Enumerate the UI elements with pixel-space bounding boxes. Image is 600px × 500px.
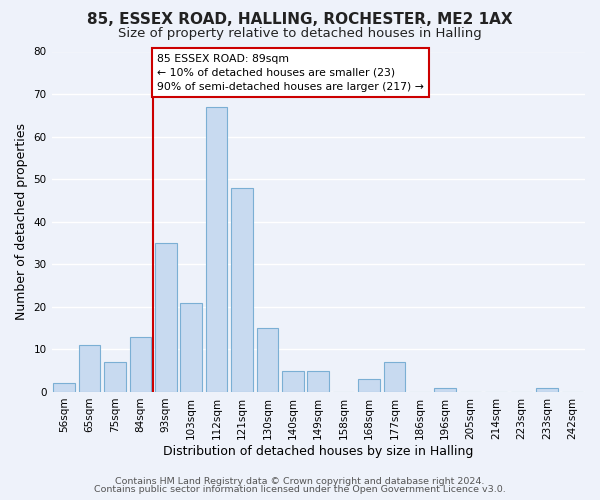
Bar: [181, 302, 202, 392]
Bar: [130, 336, 151, 392]
Bar: [434, 388, 456, 392]
Text: 85 ESSEX ROAD: 89sqm
← 10% of detached houses are smaller (23)
90% of semi-detac: 85 ESSEX ROAD: 89sqm ← 10% of detached h…: [157, 54, 424, 92]
Bar: [104, 362, 126, 392]
Text: Size of property relative to detached houses in Halling: Size of property relative to detached ho…: [118, 28, 482, 40]
Bar: [257, 328, 278, 392]
Bar: [358, 379, 380, 392]
Bar: [53, 384, 75, 392]
Bar: [536, 388, 557, 392]
Bar: [282, 370, 304, 392]
Text: Contains HM Land Registry data © Crown copyright and database right 2024.: Contains HM Land Registry data © Crown c…: [115, 477, 485, 486]
Text: 85, ESSEX ROAD, HALLING, ROCHESTER, ME2 1AX: 85, ESSEX ROAD, HALLING, ROCHESTER, ME2 …: [87, 12, 513, 28]
Bar: [206, 107, 227, 392]
Bar: [79, 345, 100, 392]
Bar: [383, 362, 405, 392]
Text: Contains public sector information licensed under the Open Government Licence v3: Contains public sector information licen…: [94, 485, 506, 494]
Bar: [231, 188, 253, 392]
Bar: [307, 370, 329, 392]
Y-axis label: Number of detached properties: Number of detached properties: [15, 123, 28, 320]
X-axis label: Distribution of detached houses by size in Halling: Distribution of detached houses by size …: [163, 444, 473, 458]
Bar: [155, 243, 176, 392]
